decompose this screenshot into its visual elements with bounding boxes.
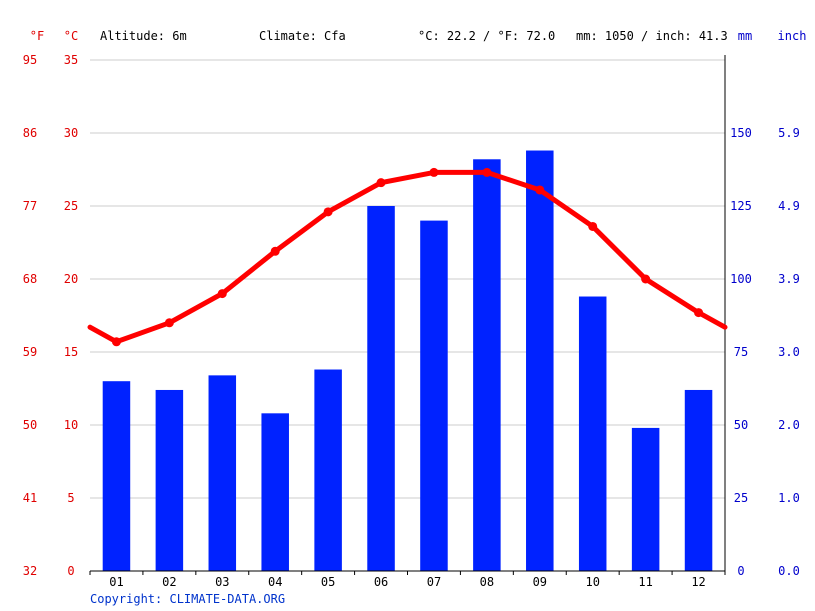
y-tick-inch: 1.0 (778, 491, 800, 505)
y-tick-mm: 0 (737, 564, 744, 578)
y-tick-fahrenheit: 50 (23, 418, 37, 432)
precipitation-total-label: mm: 1050 / inch: 41.3 (576, 29, 728, 43)
temperature-point (482, 167, 492, 177)
unit-celsius-label: °C (64, 29, 78, 43)
precipitation-bar (578, 296, 607, 571)
temperature-point (217, 289, 227, 299)
y-tick-celsius: 5 (67, 491, 74, 505)
y-tick-fahrenheit: 68 (23, 272, 37, 286)
y-tick-inch: 0.0 (778, 564, 800, 578)
y-tick-fahrenheit: 95 (23, 53, 37, 67)
temperature-point (429, 167, 439, 177)
y-tick-celsius: 10 (64, 418, 78, 432)
x-tick-month: 07 (427, 575, 441, 589)
y-tick-mm: 125 (730, 199, 752, 213)
temperature-point (641, 274, 651, 284)
y-tick-fahrenheit: 86 (23, 126, 37, 140)
unit-inch-label: inch (778, 29, 807, 43)
y-tick-celsius: 0 (67, 564, 74, 578)
y-tick-mm: 150 (730, 126, 752, 140)
x-tick-month: 11 (638, 575, 652, 589)
climate-label: Climate: Cfa (259, 29, 346, 43)
temperature-average-label: °C: 22.2 / °F: 72.0 (418, 29, 555, 43)
y-tick-mm: 100 (730, 272, 752, 286)
y-tick-celsius: 35 (64, 53, 78, 67)
precipitation-bar (261, 413, 289, 571)
precipitation-bar (102, 381, 131, 571)
temperature-point (323, 207, 333, 217)
x-tick-month: 03 (215, 575, 229, 589)
precipitation-bar (420, 220, 448, 571)
precipitation-bar (208, 375, 237, 571)
x-tick-month: 09 (533, 575, 547, 589)
y-tick-inch: 5.9 (778, 126, 800, 140)
y-tick-celsius: 20 (64, 272, 78, 286)
precipitation-bars (102, 150, 713, 571)
copyright-label: Copyright: CLIMATE-DATA.ORG (90, 592, 285, 606)
precipitation-bar (631, 427, 660, 571)
y-tick-mm: 25 (734, 491, 748, 505)
precipitation-bar (155, 389, 184, 571)
temperature-point (164, 318, 174, 328)
y-tick-fahrenheit: 59 (23, 345, 37, 359)
y-tick-celsius: 30 (64, 126, 78, 140)
temperature-point (111, 337, 121, 347)
temperature-point (270, 246, 280, 256)
temperature-point (376, 178, 386, 188)
temperature-line (87, 167, 728, 347)
precipitation-bar (526, 150, 554, 571)
x-tick-month: 06 (374, 575, 388, 589)
y-tick-fahrenheit: 77 (23, 199, 37, 213)
y-tick-inch: 2.0 (778, 418, 800, 432)
x-tick-month: 10 (585, 575, 599, 589)
x-tick-month: 12 (691, 575, 705, 589)
x-tick-month: 08 (480, 575, 494, 589)
y-tick-celsius: 15 (64, 345, 78, 359)
grid-lines (90, 59, 725, 572)
precipitation-bar (367, 206, 395, 571)
x-tick-month: 02 (162, 575, 176, 589)
y-tick-celsius: 25 (64, 199, 78, 213)
y-tick-inch: 4.9 (778, 199, 800, 213)
tick-labels: 0 32 5 41 10 50 15 59 20 68 25 77 30 86 35 95 0 0.0 25 1.0 5… (23, 53, 800, 589)
unit-mm-label: mm (738, 29, 752, 43)
temperature-point (588, 221, 598, 231)
y-tick-inch: 3.0 (778, 345, 800, 359)
y-tick-inch: 3.9 (778, 272, 800, 286)
precipitation-bar (314, 369, 342, 571)
x-tick-month: 05 (321, 575, 335, 589)
x-tick-month: 04 (268, 575, 282, 589)
y-tick-fahrenheit: 41 (23, 491, 37, 505)
x-tick-month: 01 (109, 575, 123, 589)
y-tick-mm: 50 (734, 418, 748, 432)
y-tick-mm: 75 (734, 345, 748, 359)
temperature-point (694, 308, 704, 318)
altitude-label: Altitude: 6m (100, 29, 187, 43)
temperature-point (535, 185, 545, 195)
unit-fahrenheit-label: °F (30, 29, 44, 43)
temperature-series-line (87, 169, 728, 345)
y-tick-fahrenheit: 32 (23, 564, 37, 578)
precipitation-bar (684, 389, 713, 571)
axes (89, 55, 726, 575)
precipitation-bar (473, 159, 501, 571)
